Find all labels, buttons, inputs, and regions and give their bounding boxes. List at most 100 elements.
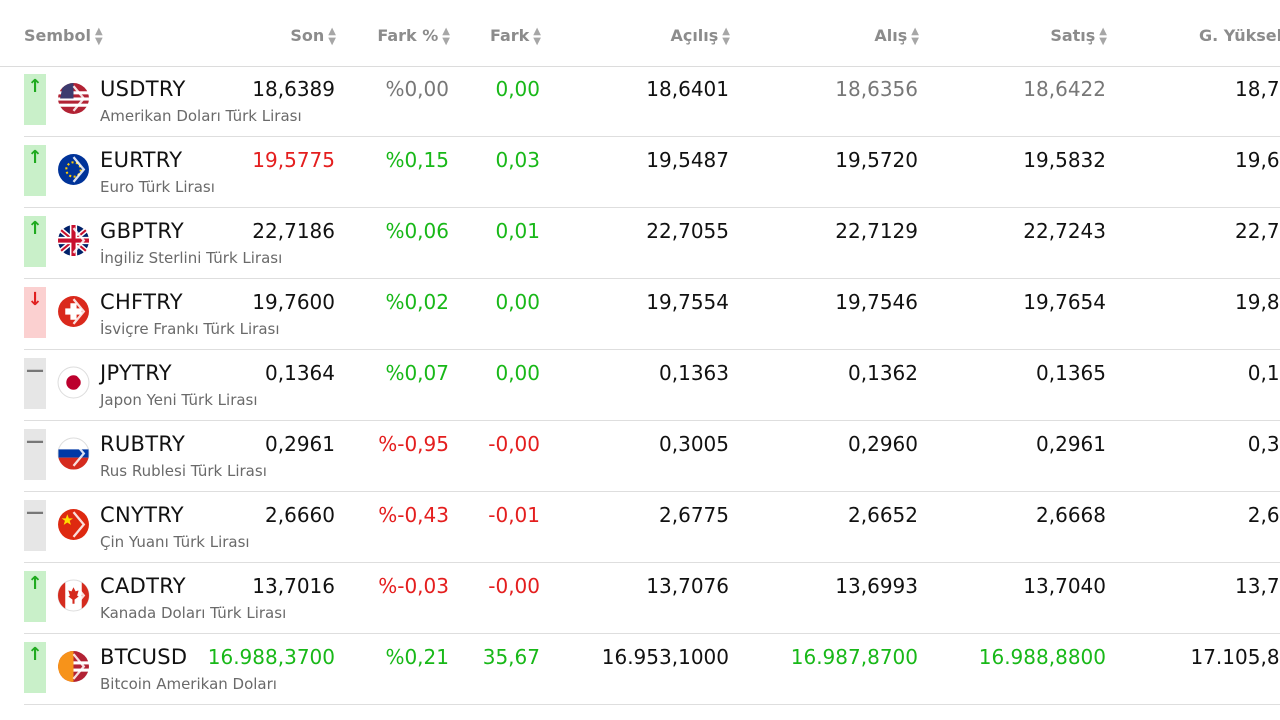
table-row[interactable]: — JPYTRY Japon Yeni Türk Lirası 0,1364 %0,07… — [24, 350, 1280, 421]
cell-acilis: 19,5487 — [646, 148, 729, 172]
header-fark-yuzde-label: Fark % — [377, 26, 439, 45]
header-alis[interactable]: Alış ▲ ▼ — [874, 26, 919, 47]
cn-flag-icon — [58, 509, 89, 540]
header-acilis[interactable]: Açılış ▲ ▼ — [670, 26, 730, 47]
arrow-up-icon: ↑ — [24, 145, 46, 196]
cell-acilis: 0,1363 — [659, 361, 729, 385]
cell-fark: 0,03 — [495, 148, 540, 172]
symbol-description: Japon Yeni Türk Lirası — [100, 391, 258, 409]
sort-arrows-icon[interactable]: ▲ ▼ — [722, 25, 730, 47]
cell-acilis: 22,7055 — [646, 219, 729, 243]
cell-son: 18,6389 — [252, 77, 335, 101]
symbol-description: Kanada Doları Türk Lirası — [100, 604, 287, 622]
sort-arrows-icon[interactable]: ▲ ▼ — [94, 25, 103, 47]
table-row[interactable]: ↑ EURTRY Euro Türk Lirası 19,5775 %0,15 0,03 1… — [24, 137, 1280, 208]
cell-satis: 22,7243 — [1023, 219, 1106, 243]
cell-fark-yuzde: %0,15 — [385, 148, 449, 172]
symbol-link[interactable]: CNYTRY — [100, 503, 184, 527]
header-g-yuksek[interactable]: G. Yüksek — [1199, 26, 1280, 45]
header-fark[interactable]: Fark ▲ ▼ — [490, 26, 541, 47]
symbol-description: İsviçre Frankı Türk Lirası — [100, 320, 280, 338]
cell-fark-yuzde: %0,02 — [385, 290, 449, 314]
symbol-link[interactable]: GBPTRY — [100, 219, 185, 243]
cell-fark-yuzde: %-0,43 — [378, 503, 449, 527]
header-satis[interactable]: Satış ▲ ▼ — [1050, 26, 1107, 47]
cell-satis: 0,1365 — [1036, 361, 1106, 385]
cell-alis: 0,1362 — [848, 361, 918, 385]
header-fark-yuzde[interactable]: Fark % ▲ ▼ — [377, 26, 450, 47]
cell-g-yuksek: 22,794 — [1235, 219, 1280, 243]
cell-son: 22,7186 — [252, 219, 335, 243]
table-row[interactable]: — RUBTRY Rus Rublesi Türk Lirası 0,2961 %-0,… — [24, 421, 1280, 492]
us-flag-icon — [58, 83, 89, 114]
cell-son: 2,6660 — [265, 503, 335, 527]
header-fark-label: Fark — [489, 26, 530, 45]
header-g-yuksek-label: G. Yüksek — [1199, 26, 1280, 45]
cell-satis: 16.988,8800 — [978, 645, 1106, 669]
cell-g-yuksek: 0,137 — [1247, 361, 1280, 385]
cell-fark-yuzde: %0,21 — [385, 645, 449, 669]
cell-son: 16.988,3700 — [207, 645, 335, 669]
cell-fark-yuzde: %0,00 — [385, 77, 449, 101]
table-row[interactable]: ↑ CADTRY Kanada Doları Türk Lirası 13,7016%… — [24, 563, 1280, 634]
table-row[interactable]: ↑ USDTRY Amerikan Doları Türk Lirası 18,638… — [24, 66, 1280, 137]
cell-alis: 19,7546 — [835, 290, 918, 314]
arrow-up-icon: ↑ — [24, 216, 46, 267]
table-row[interactable]: — CNYTRY Çin Yuanı Türk Lirası 2,6660 %-0,43… — [24, 492, 1280, 563]
symbol-link[interactable]: EURTRY — [100, 148, 183, 172]
cell-g-yuksek: 19,820 — [1235, 290, 1280, 314]
dash-icon: — — [24, 358, 46, 409]
cell-son: 0,1364 — [265, 361, 335, 385]
cell-g-yuksek: 18,701 — [1235, 77, 1280, 101]
symbol-link[interactable]: CHFTRY — [100, 290, 183, 314]
cell-acilis: 13,7076 — [646, 574, 729, 598]
sort-arrows-icon[interactable]: ▲ ▼ — [328, 25, 336, 47]
header-sembol[interactable]: Sembol ▲ ▼ — [24, 26, 103, 47]
table-row[interactable]: ↑ GBPTRY İngiliz Sterlini Türk Lirası 22,71… — [24, 208, 1280, 279]
cell-satis: 19,5832 — [1023, 148, 1106, 172]
cell-alis: 16.987,8700 — [790, 645, 918, 669]
cell-acilis: 2,6775 — [659, 503, 729, 527]
symbol-link[interactable]: RUBTRY — [100, 432, 186, 456]
table-row[interactable]: ↑ BTCUSD Bitcoin Amerikan Doları 16.988,370… — [24, 634, 1280, 705]
cell-fark-yuzde: %-0,03 — [378, 574, 449, 598]
dash-icon: — — [24, 500, 46, 551]
ch-flag-icon — [58, 296, 89, 327]
ru-flag-icon — [57, 437, 90, 470]
arrow-up-icon: ↑ — [24, 642, 46, 693]
ca-flag-icon — [57, 579, 90, 612]
gb-flag-icon — [58, 225, 89, 256]
cell-satis: 2,6668 — [1036, 503, 1106, 527]
sort-arrows-icon[interactable]: ▲ ▼ — [442, 25, 450, 47]
cell-acilis: 16.953,1000 — [601, 645, 729, 669]
dash-icon: — — [24, 429, 46, 480]
header-son-label: Son — [290, 26, 325, 45]
cell-alis: 18,6356 — [835, 77, 918, 101]
table-row[interactable]: ↓ CHFTRY İsviçre Frankı Türk Lirası 19,7600… — [24, 279, 1280, 350]
header-alis-label: Alış — [874, 26, 908, 45]
cell-son: 19,5775 — [252, 148, 335, 172]
header-son[interactable]: Son ▲ ▼ — [290, 26, 336, 47]
symbol-link[interactable]: USDTRY — [100, 77, 186, 101]
symbol-description: Çin Yuanı Türk Lirası — [100, 533, 250, 551]
cell-fark: -0,01 — [488, 503, 540, 527]
symbol-link[interactable]: BTCUSD — [100, 645, 188, 669]
cell-acilis: 0,3005 — [659, 432, 729, 456]
cell-alis: 19,5720 — [835, 148, 918, 172]
cell-fark: -0,00 — [488, 574, 540, 598]
symbol-description: Euro Türk Lirası — [100, 178, 215, 196]
sort-arrows-icon[interactable]: ▲ ▼ — [911, 25, 919, 47]
sort-arrows-icon[interactable]: ▲ ▼ — [1099, 25, 1107, 47]
sort-arrows-icon[interactable]: ▲ ▼ — [533, 25, 541, 47]
cell-son: 19,7600 — [252, 290, 335, 314]
cell-g-yuksek: 0,302 — [1247, 432, 1280, 456]
cell-fark: 0,00 — [495, 290, 540, 314]
cell-alis: 22,7129 — [835, 219, 918, 243]
symbol-link[interactable]: CADTRY — [100, 574, 186, 598]
cell-fark: 0,00 — [495, 361, 540, 385]
symbol-link[interactable]: JPYTRY — [100, 361, 172, 385]
cell-fark: 35,67 — [482, 645, 540, 669]
cell-g-yuksek: 13,753 — [1235, 574, 1280, 598]
cell-alis: 0,2960 — [848, 432, 918, 456]
cell-alis: 13,6993 — [835, 574, 918, 598]
